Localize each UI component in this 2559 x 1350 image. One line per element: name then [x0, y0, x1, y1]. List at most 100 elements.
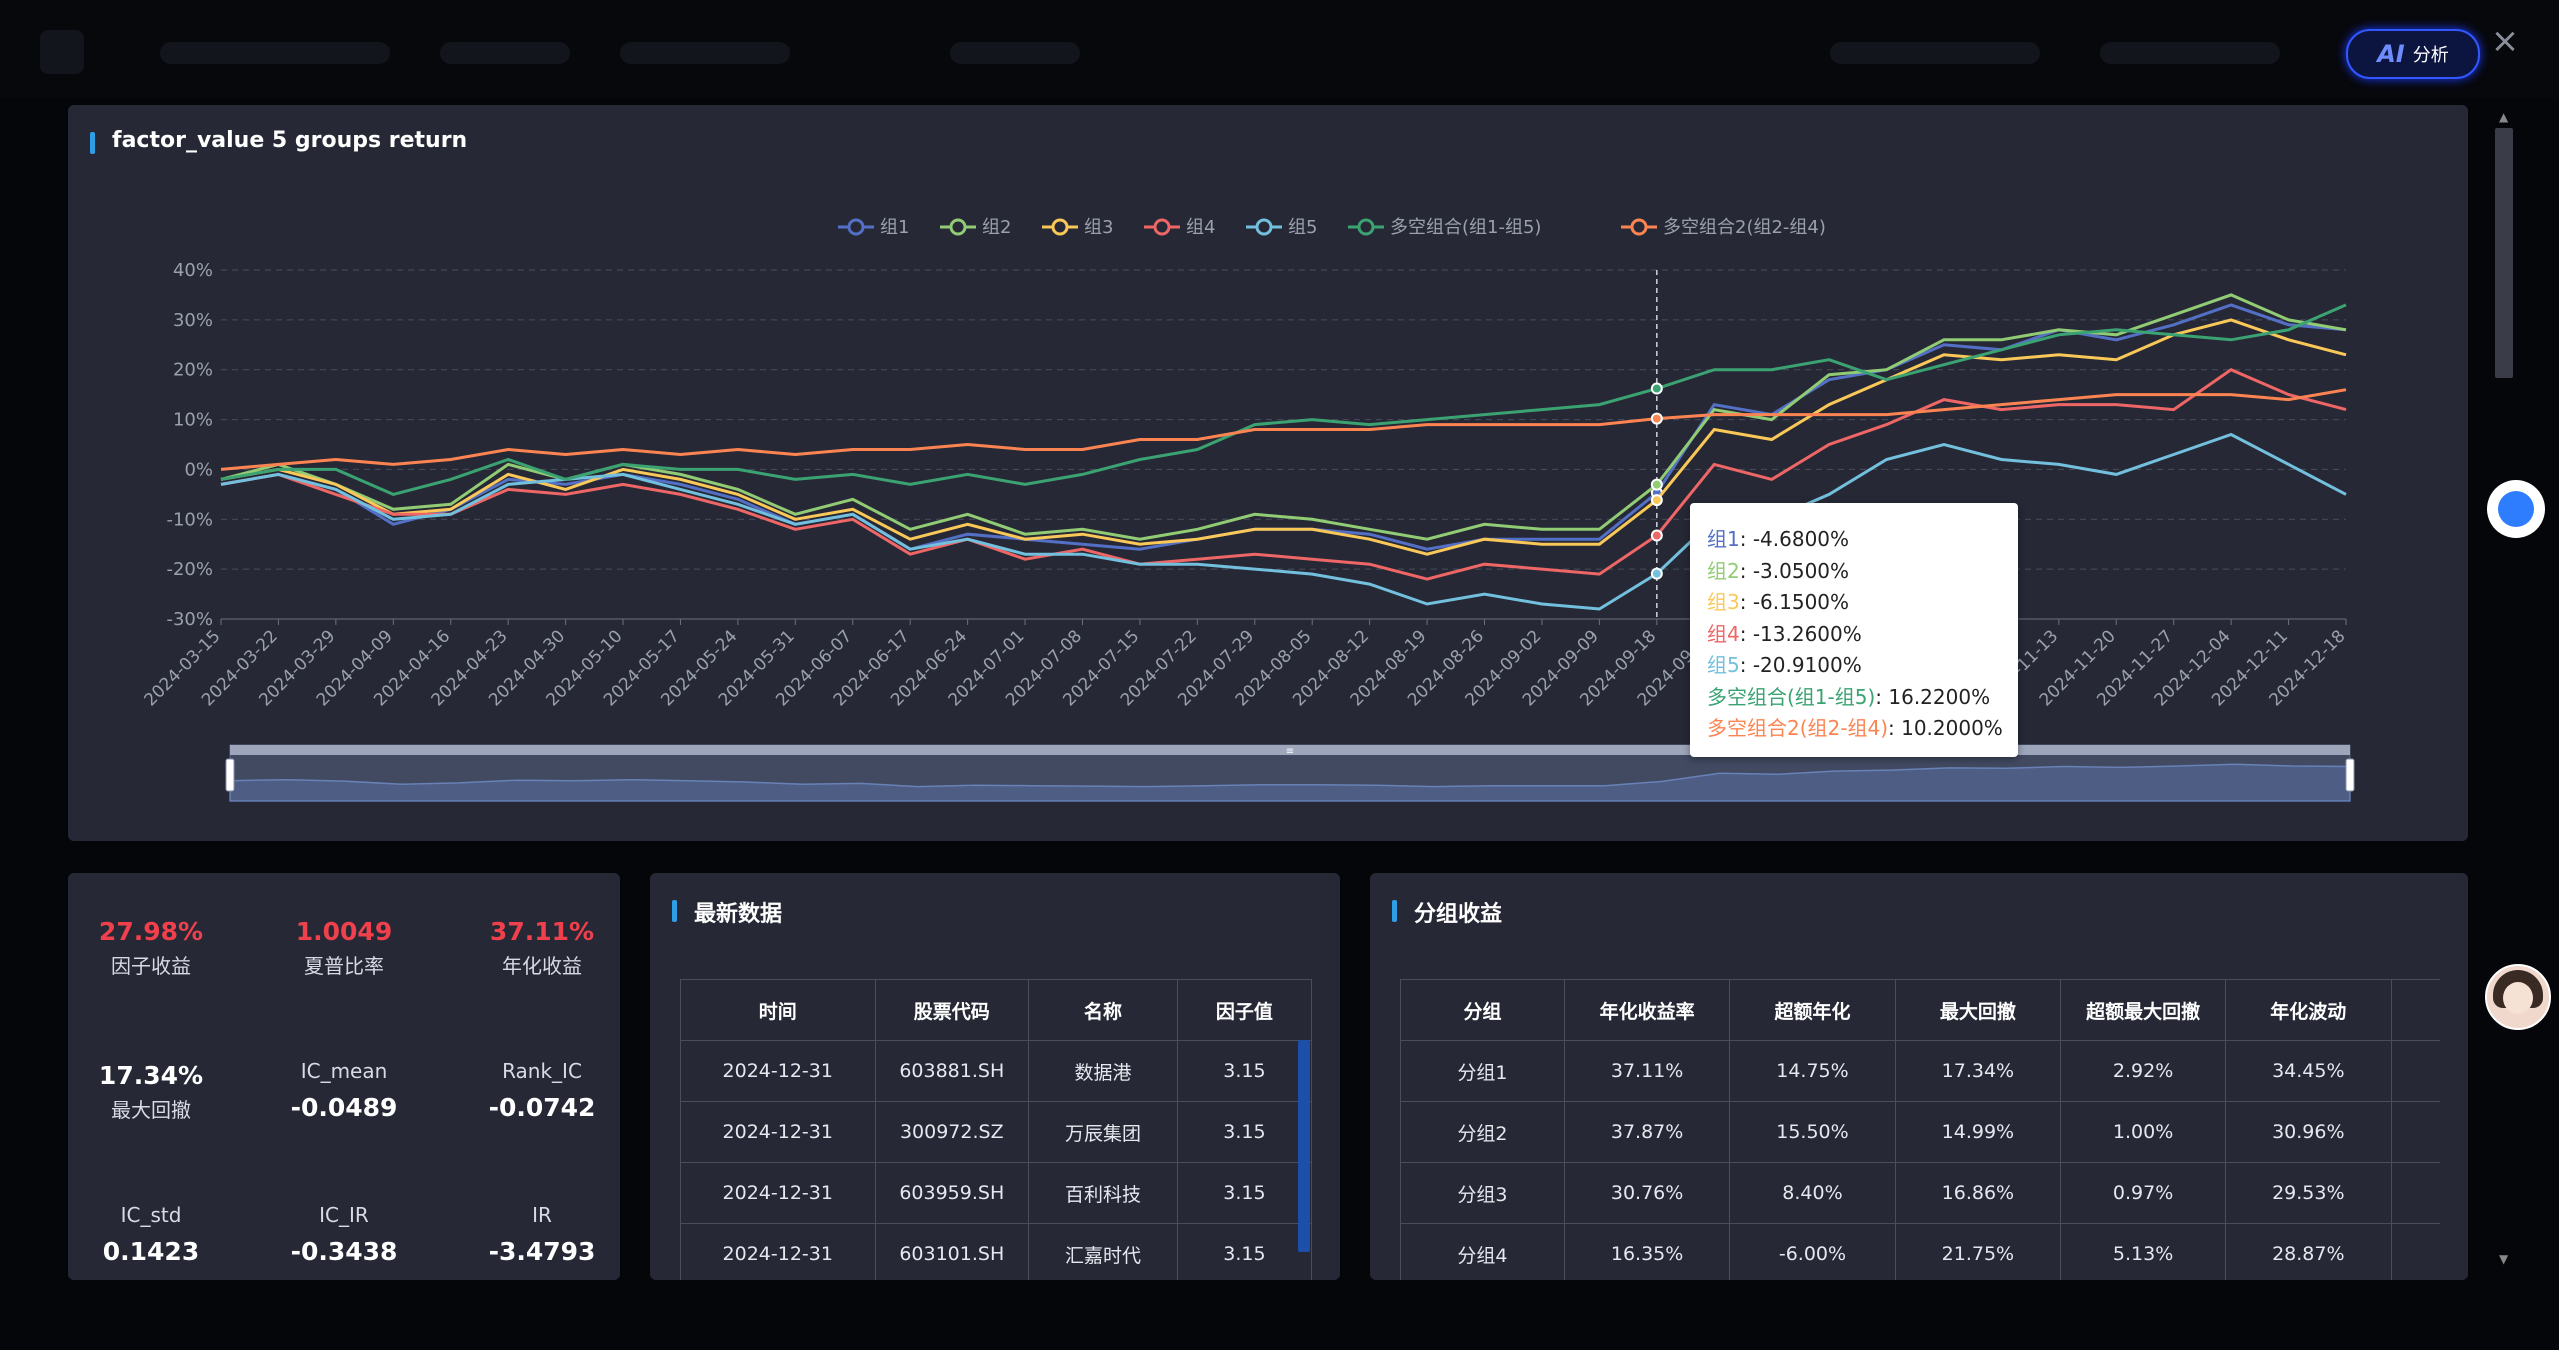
stat-max-drawdown: 17.34% 最大回撤	[98, 1061, 204, 1122]
table-header-cell[interactable]: 股票代码	[874, 979, 1030, 1041]
ai-analyze-label: 分析	[2412, 45, 2449, 66]
title-accent	[1392, 900, 1397, 922]
table-cell: 3.15	[1176, 1162, 1313, 1224]
latest-data-panel: 最新数据 时间 股票代码 名称 因子值 2024-12-31 603881.SH 数据港 3…	[650, 873, 1340, 1280]
tooltip-series-name: 多空组合2(组2-组4)	[1707, 716, 1888, 740]
assistant-avatar[interactable]	[2485, 964, 2551, 1030]
chat-icon	[2498, 491, 2534, 527]
table-cell: 百利科技	[1028, 1162, 1178, 1224]
table-cell: 300972.SZ	[874, 1101, 1030, 1163]
tooltip-series-name: 组5	[1707, 653, 1740, 677]
group-returns-table: 分组年化收益率超额年化最大回撤超额最大回撤年化波动超额 分组137.11%14.…	[1400, 979, 2440, 1280]
stat-rank-ic: Rank_IC -0.0742	[488, 1059, 596, 1122]
tooltip-series-name: 组4	[1707, 621, 1740, 646]
tooltip-row: 组1: -4.6800%	[1707, 523, 1849, 552]
latest-data-title: 最新数据	[694, 902, 783, 927]
table-row[interactable]: 分组1 37.11% 14.75% 17.34% 2.92% 34.45%	[1400, 1040, 2440, 1102]
table-row[interactable]: 2024-12-31 603881.SH 数据港 3.15	[680, 1040, 1313, 1102]
table-cell: 603881.SH	[874, 1040, 1030, 1102]
table-header-cell[interactable]: 年化波动	[2225, 979, 2392, 1041]
table-cell: 28.87%	[2225, 1223, 2392, 1280]
table-header-cell[interactable]: 超额最大回撤	[2060, 979, 2227, 1041]
table-cell: 603959.SH	[874, 1162, 1030, 1224]
table-cell: 分组1	[1400, 1040, 1565, 1102]
table-cell: 34.45%	[2225, 1040, 2392, 1102]
table-header-cell[interactable]: 超额年化	[1729, 979, 1896, 1041]
stat-ic-mean: IC_mean -0.0489	[290, 1059, 398, 1122]
table-cell: 37.87%	[1563, 1101, 1731, 1163]
tooltip-series-name: 组2	[1707, 558, 1740, 583]
blurred-nav-item	[1830, 42, 2040, 64]
chart-title: factor_value 5 groups return	[112, 128, 468, 153]
table-cell: 17.34%	[1894, 1040, 2062, 1102]
stat-ic-ir: IC_IR -0.3438	[290, 1203, 398, 1266]
table-header-cell[interactable]: 名称	[1028, 979, 1178, 1041]
table-cell: 14.75%	[1729, 1040, 1896, 1102]
table-header-cell[interactable]: 分组	[1400, 979, 1565, 1041]
chart-panel: factor_value 5 groups return	[68, 105, 2468, 841]
table-header-cell[interactable]: 最大回撤	[1894, 979, 2062, 1041]
tooltip-series-value: : 16.2200%	[1875, 684, 1991, 709]
blurred-nav-item	[160, 42, 390, 64]
tooltip-row: 多空组合(组1-组5): 16.2200%	[1707, 681, 1990, 710]
blurred-nav-item	[620, 42, 790, 64]
table-cell: 30.76%	[1563, 1162, 1731, 1224]
table-cell: 29.53%	[2225, 1162, 2392, 1224]
table-cell: 21.75%	[1894, 1223, 2062, 1280]
table-cell: 分组2	[1400, 1101, 1565, 1163]
table-cell: 3.15	[1176, 1101, 1313, 1163]
tooltip-series-name: 组3	[1707, 590, 1740, 614]
tooltip-row: 多空组合2(组2-组4): 10.2000%	[1707, 712, 2003, 741]
table-cell	[2390, 1223, 2440, 1280]
latest-data-table: 时间 股票代码 名称 因子值 2024-12-31 603881.SH 数据港 3.15 20…	[680, 979, 1313, 1280]
table-row[interactable]: 分组4 16.35% -6.00% 21.75% 5.13% 28.87%	[1400, 1223, 2440, 1280]
stat-annual-return: 37.11% 年化收益	[489, 917, 595, 978]
table-cell: 16.86%	[1894, 1162, 2062, 1224]
table-header-cell[interactable]: 时间	[680, 979, 876, 1041]
tooltip-row: 组3: -6.1500%	[1707, 586, 1849, 615]
stat-ic-std: IC_std 0.1423	[102, 1203, 200, 1266]
table-cell: 3.15	[1176, 1223, 1313, 1280]
table-cell: 2024-12-31	[680, 1223, 876, 1280]
table-header-cell[interactable]: 年化收益率	[1563, 979, 1731, 1041]
table-cell: 5.13%	[2060, 1223, 2227, 1280]
tooltip-series-value: : -20.9100%	[1739, 653, 1862, 677]
close-icon[interactable]: ×	[2490, 21, 2520, 61]
group-returns-title: 分组收益	[1414, 902, 1503, 927]
table-row[interactable]: 2024-12-31 603959.SH 百利科技 3.15	[680, 1162, 1313, 1224]
table-cell: 万辰集团	[1028, 1101, 1178, 1163]
table-row[interactable]: 2024-12-31 300972.SZ 万辰集团 3.15	[680, 1101, 1313, 1163]
table-cell: 0.97%	[2060, 1162, 2227, 1224]
chat-float-button[interactable]	[2487, 480, 2545, 538]
tooltip-series-value: : -13.2600%	[1739, 621, 1862, 646]
latest-table-scrollbar[interactable]	[1298, 1040, 1310, 1252]
table-cell: 14.99%	[1894, 1101, 2062, 1163]
tooltip-series-value: : -4.6800%	[1739, 527, 1850, 551]
table-cell: 2024-12-31	[680, 1040, 876, 1102]
page-scrollbar-thumb[interactable]	[2495, 128, 2513, 378]
top-bar	[0, 0, 2559, 98]
table-cell: 603101.SH	[874, 1223, 1030, 1280]
blurred-nav-item	[440, 42, 570, 64]
table-cell: 16.35%	[1563, 1223, 1731, 1280]
table-cell: 汇嘉时代	[1028, 1223, 1178, 1280]
blurred-nav-item	[950, 42, 1080, 64]
page-scrollbar[interactable]: ▲ ▼	[2499, 110, 2509, 1266]
tooltip-series-value: : 10.2000%	[1888, 716, 2003, 740]
table-cell	[2390, 1101, 2440, 1163]
title-accent	[90, 132, 95, 154]
table-header-cell[interactable]: 超额	[2390, 979, 2440, 1041]
table-cell: -6.00%	[1729, 1223, 1896, 1280]
tooltip-series-name: 组1	[1707, 527, 1740, 551]
table-row[interactable]: 分组3 30.76% 8.40% 16.86% 0.97% 29.53%	[1400, 1162, 2440, 1224]
tooltip-series-value: : -6.1500%	[1739, 590, 1850, 614]
blurred-nav-item	[2100, 42, 2280, 64]
table-cell: 2024-12-31	[680, 1162, 876, 1224]
table-header-cell[interactable]: 因子值	[1176, 979, 1313, 1041]
tooltip-row: 组5: -20.9100%	[1707, 649, 1862, 678]
table-cell	[2390, 1040, 2440, 1102]
table-row[interactable]: 分组2 37.87% 15.50% 14.99% 1.00% 30.96%	[1400, 1101, 2440, 1163]
ai-analyze-button[interactable]: AI 分析	[2346, 29, 2480, 79]
table-row[interactable]: 2024-12-31 603101.SH 汇嘉时代 3.15	[680, 1223, 1313, 1280]
table-cell: 分组3	[1400, 1162, 1565, 1224]
